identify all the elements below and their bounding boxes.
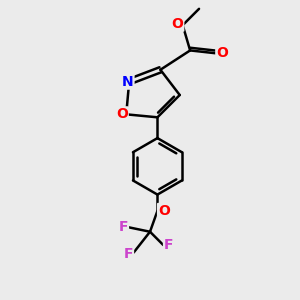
Text: O: O — [158, 204, 170, 218]
Text: F: F — [164, 238, 173, 252]
Text: O: O — [171, 17, 183, 31]
Text: O: O — [116, 107, 128, 121]
Text: F: F — [124, 247, 133, 261]
Text: N: N — [122, 75, 134, 88]
Text: F: F — [118, 220, 128, 234]
Text: O: O — [216, 46, 228, 60]
